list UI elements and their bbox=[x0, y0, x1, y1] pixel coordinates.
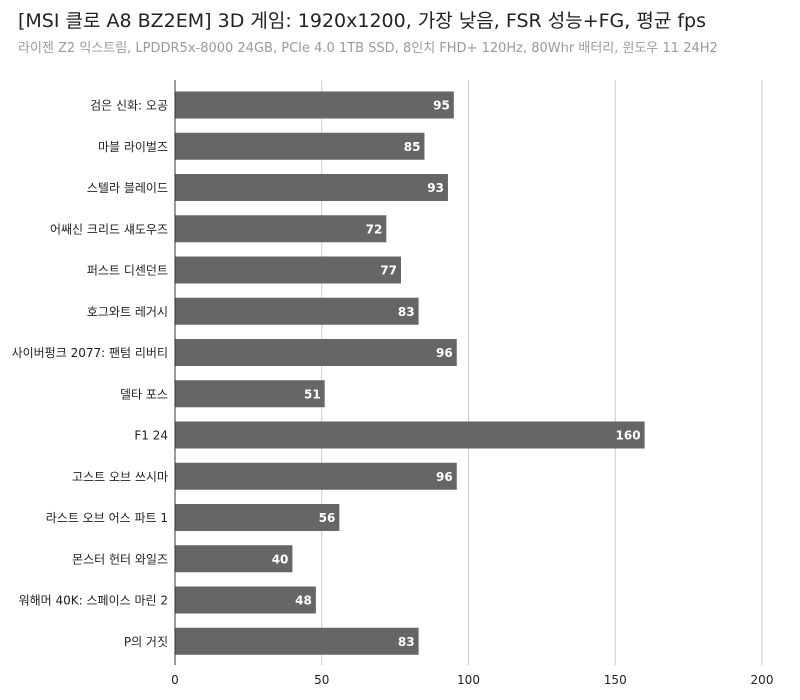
bar bbox=[175, 421, 645, 449]
chart-subtitle: 라이젠 Z2 익스트림, LPDDR5x-8000 24GB, PCIe 4.0… bbox=[18, 41, 718, 56]
bar-value-label: 96 bbox=[436, 346, 453, 360]
category-label: 델타 포스 bbox=[120, 387, 168, 401]
category-label: 검은 신화: 오공 bbox=[90, 99, 168, 113]
bar-value-label: 51 bbox=[304, 387, 321, 401]
category-label: 라스트 오브 어스 파트 1 bbox=[46, 511, 168, 525]
bar bbox=[175, 462, 457, 490]
x-axis-ticks: 0 50 100 150 200 bbox=[171, 673, 773, 687]
bar-value-label: 160 bbox=[616, 429, 641, 443]
category-label: 몬스터 헌터 와일즈 bbox=[72, 552, 168, 566]
bar bbox=[175, 215, 387, 243]
category-label: 스텔라 블레이드 bbox=[87, 181, 168, 195]
bar bbox=[175, 545, 293, 573]
bar bbox=[175, 174, 448, 201]
x-tick-label: 100 bbox=[457, 673, 480, 687]
bar-value-label: 93 bbox=[427, 181, 444, 195]
bar-value-label: 83 bbox=[398, 635, 415, 649]
gridlines bbox=[321, 80, 763, 665]
bar bbox=[175, 586, 316, 614]
x-tick-label: 0 bbox=[171, 673, 179, 687]
bar bbox=[175, 132, 425, 160]
bar-value-label: 95 bbox=[433, 99, 450, 113]
x-tick-label: 200 bbox=[751, 673, 774, 687]
bar-value-label: 96 bbox=[436, 470, 453, 484]
category-label: P의 거짓 bbox=[124, 635, 168, 649]
bar bbox=[175, 504, 340, 531]
x-tick-label: 50 bbox=[314, 673, 329, 687]
bar-value-label: 40 bbox=[272, 552, 289, 566]
bar bbox=[175, 627, 419, 655]
bars: 95 85 93 72 77 83 96 51 160 96 56 40 48 83 bbox=[175, 91, 645, 655]
category-label: 호그와트 레거시 bbox=[87, 305, 168, 319]
bar-value-label: 85 bbox=[404, 140, 421, 154]
category-label: 사이버펑크 2077: 팬텀 리버티 bbox=[12, 346, 168, 360]
bar bbox=[175, 380, 325, 408]
category-label: 워해머 40K: 스페이스 마린 2 bbox=[19, 594, 168, 608]
x-tick-label: 150 bbox=[604, 673, 627, 687]
category-label: F1 24 bbox=[134, 429, 168, 443]
category-label: 고스트 오브 쓰시마 bbox=[72, 470, 168, 484]
bar bbox=[175, 256, 401, 284]
bar bbox=[175, 297, 419, 325]
chart-title: [MSI 클로 A8 BZ2EM] 3D 게임: 1920x1200, 가장 낮… bbox=[18, 10, 707, 32]
category-label: 마블 라이벌즈 bbox=[98, 140, 168, 154]
bar-value-label: 72 bbox=[366, 222, 383, 236]
bar-value-label: 83 bbox=[398, 305, 415, 319]
bar bbox=[175, 339, 457, 366]
bar-value-label: 56 bbox=[319, 511, 336, 525]
bar bbox=[175, 91, 454, 119]
bar-value-label: 48 bbox=[295, 594, 312, 608]
category-label: 퍼스트 디센던트 bbox=[87, 264, 168, 278]
category-label: 어쌔신 크리드 섀도우즈 bbox=[50, 222, 168, 236]
bar-value-label: 77 bbox=[380, 264, 397, 278]
